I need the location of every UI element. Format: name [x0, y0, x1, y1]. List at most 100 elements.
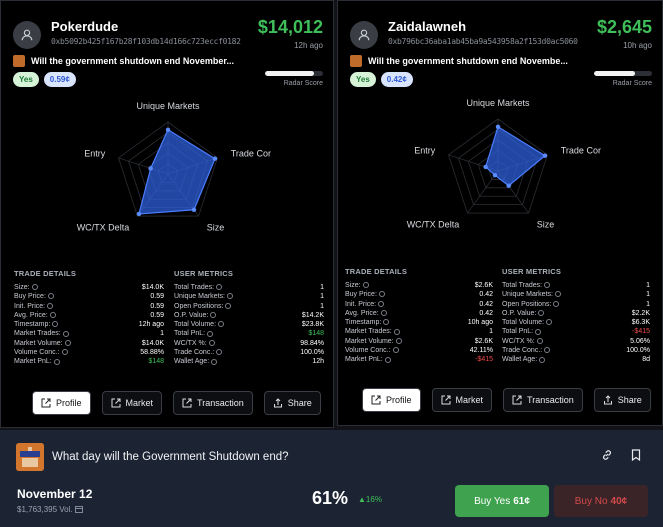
radar-point: [542, 153, 548, 158]
info-icon[interactable]: [64, 339, 71, 346]
metric-label: O.P. Value:: [502, 309, 545, 318]
wallet-address: 0xb5092b425f167b28f103db14d166c723eccf01…: [51, 37, 241, 46]
market-row[interactable]: Will the government shutdown end Novembe…: [350, 54, 652, 68]
metric-label-text: Wallet Age:: [174, 358, 210, 366]
info-icon[interactable]: [392, 347, 399, 354]
external-link-icon: [41, 398, 51, 408]
share-icon: [273, 398, 282, 408]
metric-label: Market Volume:: [14, 339, 71, 348]
buy-no-button[interactable]: Buy No 40¢: [554, 485, 648, 517]
info-icon[interactable]: [216, 349, 223, 356]
external-link-icon: [512, 395, 522, 405]
metric-value: $2.2K: [631, 309, 650, 317]
metric-value: -$415: [632, 328, 650, 336]
info-icon[interactable]: [218, 321, 225, 328]
share-button[interactable]: Share: [263, 391, 321, 415]
metric-row: Buy Price: 0.59: [14, 292, 164, 301]
position-pills: Yes 0.59¢: [13, 72, 76, 87]
market-thumbnail: [350, 55, 362, 67]
radar-axis-label: Trade Cor: [561, 146, 601, 156]
metric-label-text: Volume Conc.:: [345, 347, 391, 355]
info-icon[interactable]: [544, 347, 551, 354]
metric-label: Trade Conc.:: [174, 348, 223, 357]
info-icon[interactable]: [216, 284, 223, 291]
info-icon[interactable]: [31, 284, 38, 291]
info-icon[interactable]: [210, 312, 217, 319]
link-icon[interactable]: [601, 449, 613, 461]
info-icon[interactable]: [226, 293, 233, 300]
metric-label: Init. Price:: [14, 302, 54, 311]
profile-button[interactable]: Profile: [362, 388, 421, 412]
info-icon[interactable]: [49, 312, 56, 319]
external-link-icon: [441, 395, 451, 405]
metric-value: 8d: [642, 356, 650, 364]
market-row[interactable]: Will the government shutdown end Novembe…: [13, 54, 323, 68]
market-button[interactable]: Market: [101, 391, 163, 415]
metric-label: Buy Price:: [14, 292, 54, 301]
radar-axis-label: Entry: [84, 149, 106, 159]
info-icon[interactable]: [378, 291, 385, 298]
metric-value: $2.6K: [474, 282, 493, 289]
metric-label-text: Total Trades:: [174, 284, 215, 291]
info-icon[interactable]: [362, 282, 369, 289]
transaction-button[interactable]: Transaction: [173, 391, 253, 415]
market-title[interactable]: Will the government shutdown end Novembe…: [368, 56, 568, 66]
trader-header: Pokerdude 0xb5092b425f167b28f103db14d166…: [13, 15, 323, 55]
info-icon[interactable]: [47, 293, 54, 300]
share-button[interactable]: Share: [593, 388, 651, 412]
metric-row: Total Trades: 1: [502, 281, 650, 290]
market-question[interactable]: What day will the Government Shutdown en…: [52, 451, 289, 463]
info-icon[interactable]: [53, 358, 60, 365]
user-icon: [358, 29, 370, 41]
info-icon[interactable]: [546, 319, 553, 326]
trade-amount: $2,645: [596, 17, 652, 37]
radar-chart: Unique Markets Trade Cor Size WC/TX Delta En…: [407, 98, 601, 229]
market-title[interactable]: Will the government shutdown end Novembe…: [31, 56, 234, 66]
info-icon[interactable]: [383, 319, 390, 326]
info-icon[interactable]: [207, 330, 214, 337]
info-icon[interactable]: [544, 282, 551, 289]
info-icon[interactable]: [52, 321, 59, 328]
radar-axis-label: Size: [207, 222, 225, 232]
info-icon[interactable]: [393, 328, 400, 335]
info-icon[interactable]: [395, 337, 402, 344]
info-icon[interactable]: [378, 300, 385, 307]
metric-value: $14.0K: [141, 339, 164, 347]
buy-yes-button[interactable]: Buy Yes 61¢: [455, 485, 549, 517]
metric-label-text: Total Volume:: [502, 319, 545, 327]
metric-label-text: Open Positions:: [174, 302, 224, 310]
profile-button[interactable]: Profile: [32, 391, 91, 415]
info-icon[interactable]: [384, 356, 391, 363]
info-icon[interactable]: [380, 310, 387, 317]
market-button[interactable]: Market: [431, 388, 493, 412]
metric-row: Total Trades: 1: [174, 283, 324, 292]
metric-value: 1: [489, 328, 493, 336]
info-icon[interactable]: [225, 302, 232, 309]
metric-row: Init. Price: 0.42: [345, 300, 493, 309]
transaction-button[interactable]: Transaction: [503, 388, 583, 412]
info-icon[interactable]: [47, 302, 54, 309]
metric-value: 12h ago: [138, 321, 164, 329]
position-pills: Yes 0.42¢: [350, 72, 413, 87]
radar-point: [492, 173, 498, 178]
info-icon[interactable]: [61, 349, 68, 356]
bookmark-icon[interactable]: [631, 449, 641, 461]
info-icon[interactable]: [62, 330, 69, 337]
metric-value: $2.6K: [474, 337, 493, 345]
trader-name[interactable]: Zaidalawneh: [388, 19, 467, 34]
info-icon[interactable]: [538, 310, 545, 317]
percent-change: ▲16%: [358, 495, 382, 504]
trader-name[interactable]: Pokerdude: [51, 19, 119, 34]
info-icon[interactable]: [554, 291, 561, 298]
metric-label: Volume Conc.:: [14, 348, 68, 357]
info-icon[interactable]: [536, 337, 543, 344]
info-icon[interactable]: [553, 300, 560, 307]
info-icon[interactable]: [208, 339, 215, 346]
info-icon[interactable]: [211, 358, 218, 365]
metric-label-text: Volume Conc.:: [14, 349, 60, 357]
info-icon[interactable]: [539, 356, 546, 363]
metric-label-text: O.P. Value:: [174, 311, 209, 319]
info-icon[interactable]: [535, 328, 542, 335]
metric-value: 1: [160, 330, 164, 338]
radar-point: [148, 166, 153, 171]
